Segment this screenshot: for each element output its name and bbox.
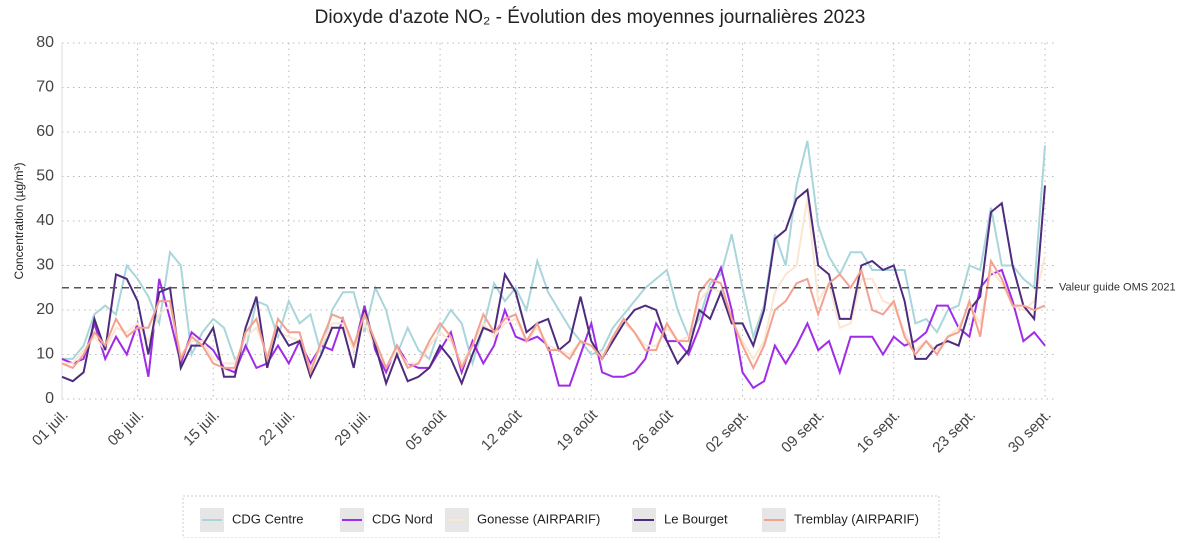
legend-label: Tremblay (AIRPARIF): [794, 511, 919, 526]
legend-label: Gonesse (AIRPARIF): [477, 511, 600, 526]
y-tick-label: 20: [36, 301, 54, 318]
x-tick-label: 09 sept.: [778, 407, 828, 457]
y-tick-label: 80: [36, 34, 54, 51]
y-tick-label: 0: [45, 390, 54, 407]
legend-label: CDG Centre: [232, 511, 304, 526]
y-tick-label: 50: [36, 168, 54, 185]
x-tick-label: 23 sept.: [929, 407, 979, 457]
x-tick-label: 02 sept.: [702, 407, 752, 457]
y-tick-label: 70: [36, 79, 54, 96]
x-tick-label: 12 août: [478, 406, 526, 454]
legend-label: CDG Nord: [372, 511, 433, 526]
x-tick-label: 16 sept.: [854, 407, 904, 457]
x-tick-label: 15 juil.: [180, 407, 223, 450]
y-axis-label: Concentration (µg/m³): [12, 163, 26, 280]
x-tick-label: 30 sept.: [1005, 407, 1055, 457]
y-tick-label: 60: [36, 123, 54, 140]
x-tick-label: 05 août: [402, 406, 450, 454]
x-tick-label: 19 août: [554, 406, 602, 454]
reference-label: Valeur guide OMS 2021: [1059, 282, 1176, 294]
y-tick-label: 40: [36, 212, 54, 229]
y-tick-label: 30: [36, 257, 54, 274]
series-line: [61, 264, 1046, 390]
x-tick-label: 29 juil.: [331, 407, 374, 450]
x-tick-label: 26 août: [629, 406, 677, 454]
legend-label: Le Bourget: [664, 511, 728, 526]
series-line: [61, 258, 1046, 376]
series-line: [61, 185, 1046, 387]
y-tick-label: 10: [36, 346, 54, 363]
chart-title: Dioxyde d'azote NO₂ - Évolution des moye…: [315, 7, 866, 28]
x-tick-label: 22 juil.: [256, 407, 299, 450]
series-line: [62, 140, 1046, 368]
x-tick-label: 01 juil.: [29, 407, 72, 450]
series-line: [62, 198, 1046, 371]
x-tick-label: 08 juil.: [105, 407, 148, 450]
